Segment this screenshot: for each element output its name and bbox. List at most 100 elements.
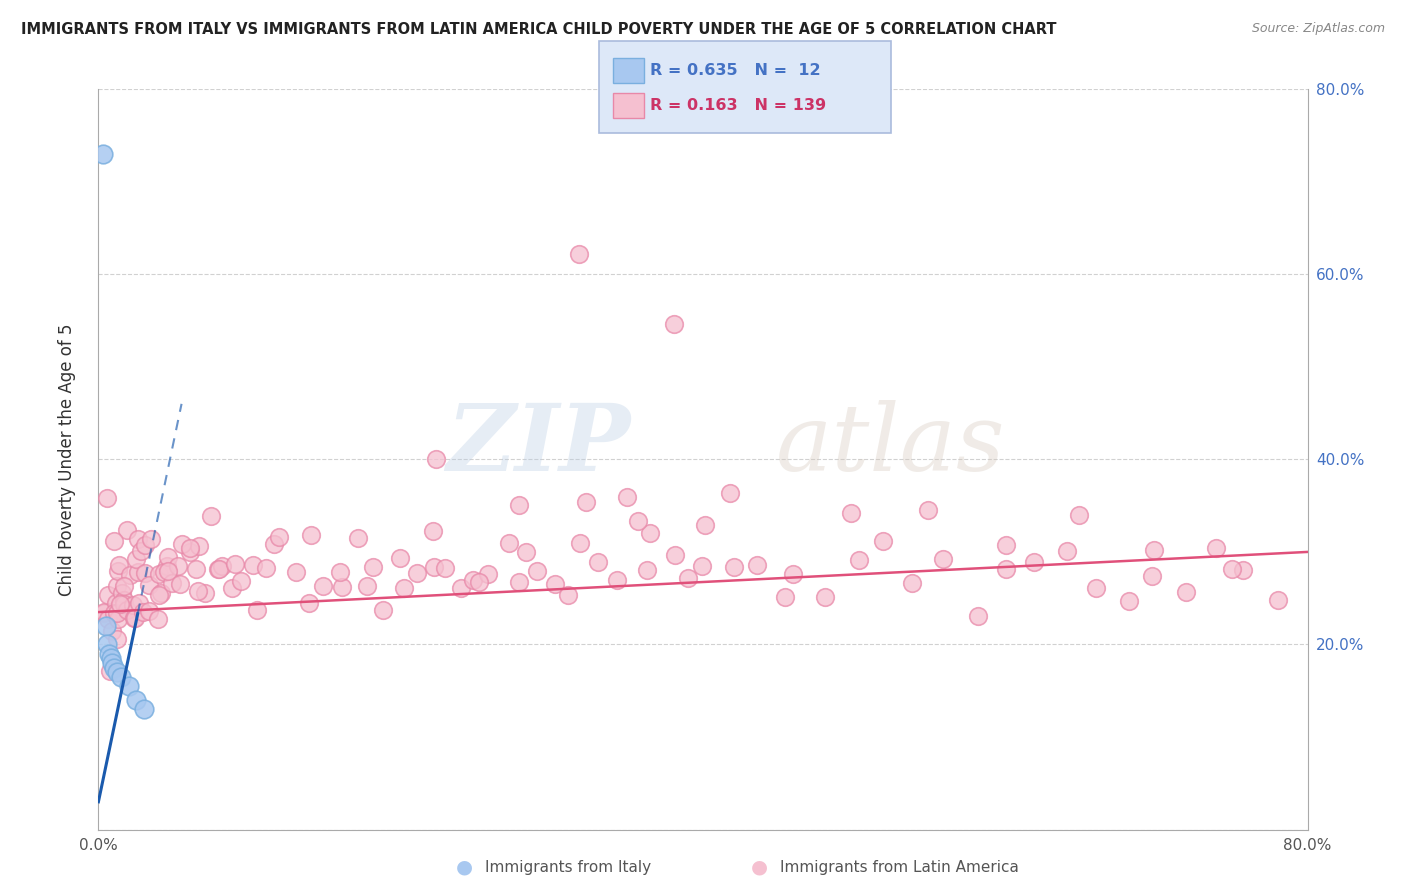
Point (148, 612, 170, 626)
Point (107, 612, 129, 626)
Text: R = 0.635   N =  12: R = 0.635 N = 12 (650, 63, 820, 78)
Point (606, 574, 628, 588)
Point (638, 526, 661, 541)
Point (405, 566, 427, 581)
Point (101, 656, 124, 670)
Point (186, 562, 208, 576)
Point (110, 597, 132, 611)
Point (96, 491, 118, 505)
Point (356, 579, 378, 593)
Point (575, 495, 598, 509)
Point (966, 608, 988, 623)
Point (1118, 594, 1140, 608)
Text: Immigrants from Latin America: Immigrants from Latin America (780, 860, 1019, 874)
Point (1069, 508, 1091, 523)
Y-axis label: Child Poverty Under the Age of 5: Child Poverty Under the Age of 5 (58, 323, 76, 596)
Point (1267, 592, 1289, 607)
Point (97, 612, 120, 626)
Point (254, 561, 277, 575)
Point (125, 693, 148, 707)
Point (782, 567, 804, 582)
Point (221, 581, 243, 595)
Point (747, 558, 769, 572)
Point (91, 147, 114, 161)
Point (330, 580, 353, 594)
Point (112, 579, 135, 593)
Point (187, 539, 209, 553)
Point (544, 577, 567, 591)
Point (477, 566, 499, 581)
Point (363, 560, 385, 574)
Point (664, 318, 686, 332)
Point (103, 660, 125, 674)
Point (105, 665, 128, 680)
Point (118, 679, 141, 693)
Point (627, 514, 650, 528)
Point (422, 524, 444, 538)
Point (371, 603, 394, 617)
Point (1205, 541, 1227, 556)
Point (139, 532, 162, 546)
Point (720, 485, 742, 500)
Point (118, 567, 141, 582)
Point (103, 606, 125, 620)
Point (932, 552, 955, 566)
Point (179, 545, 201, 559)
Text: Immigrants from Italy: Immigrants from Italy (485, 860, 651, 874)
Point (134, 538, 156, 552)
Point (166, 558, 188, 573)
Point (104, 596, 127, 610)
Point (211, 559, 233, 574)
Point (100, 651, 122, 665)
Point (461, 573, 484, 587)
Point (263, 537, 285, 551)
Text: atlas: atlas (776, 400, 1005, 490)
Point (108, 558, 131, 572)
Point (124, 611, 146, 625)
Point (664, 548, 686, 562)
Point (588, 555, 610, 569)
Point (1085, 582, 1108, 596)
Point (229, 574, 252, 588)
Point (814, 590, 837, 604)
Point (187, 583, 209, 598)
Point (132, 702, 155, 716)
Point (150, 586, 173, 600)
Point (347, 531, 370, 545)
Point (200, 508, 222, 523)
Point (901, 576, 924, 591)
Point (107, 564, 129, 578)
Point (526, 565, 548, 579)
Point (298, 596, 321, 610)
Point (169, 576, 191, 591)
Text: IMMIGRANTS FROM ITALY VS IMMIGRANTS FROM LATIN AMERICA CHILD POVERTY UNDER THE A: IMMIGRANTS FROM ITALY VS IMMIGRANTS FROM… (21, 22, 1056, 37)
Point (153, 565, 176, 579)
Point (132, 605, 155, 619)
Point (994, 538, 1017, 552)
Point (105, 632, 128, 646)
Point (467, 575, 489, 590)
Point (98, 647, 121, 661)
Point (515, 545, 537, 559)
Point (127, 532, 149, 546)
Point (117, 603, 139, 617)
Point (425, 451, 447, 466)
Point (773, 590, 796, 604)
Point (433, 561, 456, 575)
Point (101, 624, 124, 639)
Point (224, 557, 246, 571)
Point (1140, 568, 1163, 582)
Text: Source: ZipAtlas.com: Source: ZipAtlas.com (1251, 22, 1385, 36)
Point (134, 566, 156, 580)
Point (111, 586, 134, 600)
Point (122, 598, 145, 612)
Point (299, 528, 322, 542)
Point (388, 551, 411, 566)
Point (1143, 542, 1166, 557)
Point (94, 619, 117, 633)
Point (207, 562, 229, 576)
Point (125, 552, 148, 566)
Point (112, 597, 135, 611)
Point (636, 563, 658, 577)
Point (105, 579, 128, 593)
